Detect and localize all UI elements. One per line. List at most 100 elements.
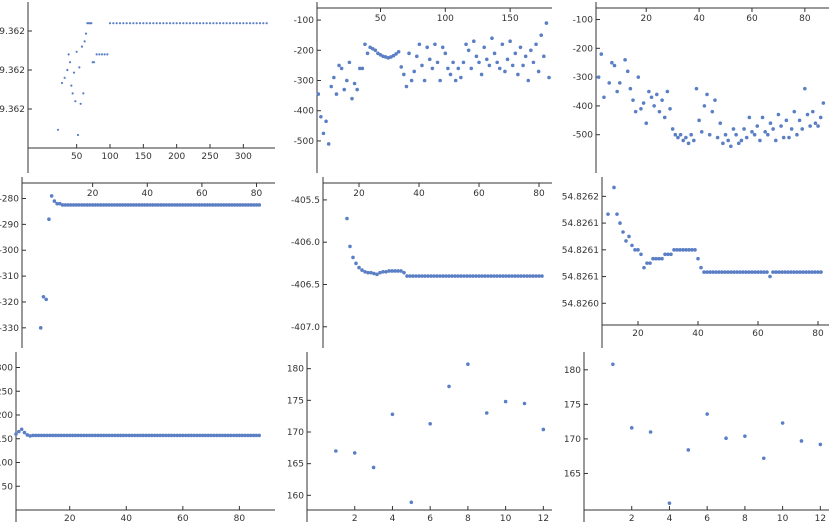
data-point — [714, 270, 718, 274]
y-tick-label: 159.362 — [0, 105, 25, 115]
data-point — [371, 465, 376, 470]
data-point — [453, 78, 458, 83]
data-point — [610, 60, 614, 65]
data-point — [487, 63, 492, 68]
data-point — [390, 269, 394, 273]
data-point — [462, 274, 466, 278]
data-point — [41, 294, 46, 299]
data-point — [158, 22, 162, 25]
data-point — [417, 274, 421, 278]
data-point — [324, 119, 328, 124]
data-point — [739, 138, 744, 143]
data-point — [100, 53, 104, 56]
data-point — [402, 72, 406, 77]
data-point — [396, 269, 400, 273]
y-tick-label: 50 — [2, 482, 14, 492]
data-point — [232, 22, 235, 25]
data-point — [753, 270, 757, 274]
data-point — [651, 256, 655, 261]
data-point — [621, 230, 625, 234]
data-point — [486, 274, 490, 278]
data-point — [155, 22, 158, 25]
x-tick-label: 60 — [196, 189, 208, 199]
data-point — [258, 22, 262, 25]
y-tick-label: -310 — [0, 272, 19, 282]
data-point — [443, 51, 448, 56]
data-point — [792, 109, 797, 114]
data-point — [36, 433, 41, 438]
data-point — [205, 22, 208, 25]
data-point — [768, 121, 773, 125]
y-tick-label: 250 — [0, 387, 13, 397]
data-point — [678, 132, 683, 137]
data-point — [453, 274, 457, 278]
chart-panel-5: 20 40 60 80 -405.5 -406.0 -406.5 -407.0 — [291, 177, 552, 348]
data-point — [624, 239, 628, 243]
data-point — [63, 76, 66, 79]
data-point — [752, 132, 757, 137]
data-point — [172, 203, 177, 207]
data-point — [522, 274, 526, 278]
data-point — [350, 96, 354, 101]
data-point — [93, 203, 98, 207]
data-point — [474, 274, 478, 278]
data-point — [540, 274, 544, 278]
data-point — [189, 203, 193, 207]
data-point — [381, 270, 385, 274]
data-point — [726, 270, 730, 274]
x-tick-label: 6 — [704, 514, 710, 524]
data-point — [738, 270, 742, 274]
data-point — [55, 201, 59, 206]
data-point — [226, 433, 230, 438]
data-point — [742, 127, 746, 131]
data-point — [686, 141, 691, 146]
data-point — [776, 112, 781, 117]
data-point — [447, 384, 451, 389]
data-point — [528, 274, 532, 278]
data-point — [56, 433, 61, 438]
data-point — [180, 203, 185, 207]
data-point — [50, 433, 55, 438]
data-point — [433, 42, 437, 47]
data-point — [145, 22, 148, 25]
data-point — [167, 203, 171, 207]
y-tick-label: 159.362 — [0, 66, 25, 76]
data-point — [513, 51, 518, 56]
data-point — [74, 203, 79, 207]
y-tick-label: -320 — [0, 298, 19, 308]
x-tick-label: 20 — [641, 14, 653, 24]
data-point — [762, 270, 766, 274]
data-point — [115, 203, 120, 207]
data-point — [106, 53, 109, 56]
data-point — [750, 130, 754, 134]
data-point — [760, 115, 765, 120]
data-point — [522, 401, 527, 406]
data-point — [784, 118, 789, 123]
data-point — [166, 433, 171, 438]
data-point — [372, 271, 376, 276]
data-point — [526, 78, 531, 83]
data-point — [792, 270, 796, 274]
data-point — [459, 274, 463, 278]
data-point — [68, 203, 73, 207]
data-point — [202, 203, 207, 207]
data-point — [118, 22, 122, 25]
data-point — [668, 107, 672, 111]
data-point — [636, 75, 641, 79]
data-point — [175, 22, 178, 25]
data-point — [539, 33, 544, 37]
y-tick-label: 170 — [287, 428, 304, 438]
data-point — [99, 203, 103, 207]
data-point — [28, 434, 32, 438]
data-point — [516, 274, 520, 278]
data-point — [518, 45, 523, 50]
data-point — [137, 203, 141, 207]
data-point — [245, 22, 248, 25]
data-point — [444, 274, 448, 278]
data-point — [255, 22, 258, 25]
data-point — [198, 22, 202, 25]
data-point — [490, 36, 494, 41]
data-point — [159, 203, 163, 207]
data-point — [780, 270, 784, 274]
data-point — [208, 203, 212, 207]
